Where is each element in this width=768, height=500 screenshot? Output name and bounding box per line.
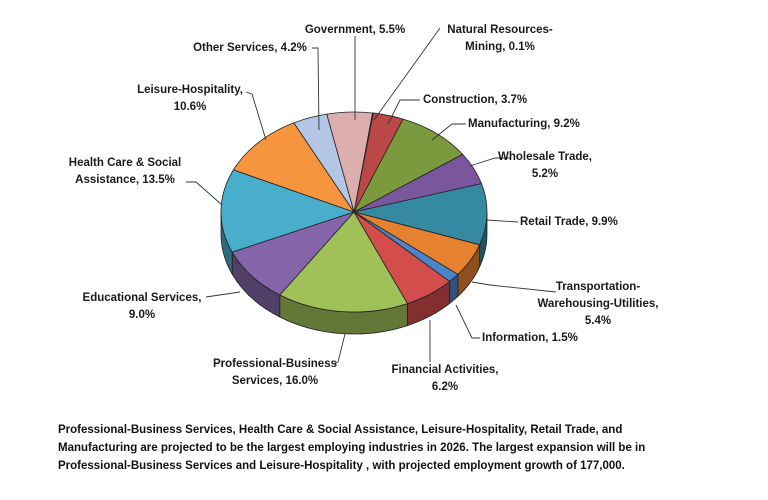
slice-label-line: Information, 1.5%	[482, 332, 578, 344]
slice-label-line: Manufacturing, 9.2%	[468, 118, 580, 130]
leader-line	[186, 181, 223, 206]
leader-line	[471, 281, 557, 293]
leader-line	[486, 219, 519, 223]
slice-label: Professional-Business Services, 16.0%	[213, 356, 337, 390]
slice-label-line: Natural Resources-	[447, 24, 553, 36]
slice-label: Leisure-Hospitality, 10.6%	[137, 82, 243, 116]
leader-line	[333, 333, 346, 365]
slice-label: Financial Activities, 6.2%	[392, 362, 499, 396]
slice-label-line: 9.0%	[128, 309, 156, 321]
slice-label-line: Other Services, 4.2%	[193, 42, 307, 54]
leader-line	[373, 27, 441, 121]
slice-label: Information, 1.5%	[482, 330, 578, 347]
leader-line	[312, 47, 320, 131]
slice	[326, 111, 373, 213]
slice-label-line: 10.6%	[173, 101, 207, 113]
slice-label-line: Services, 16.0%	[231, 375, 319, 387]
slice-label: Other Services, 4.2%	[193, 40, 307, 57]
slice	[279, 211, 409, 313]
slice	[232, 122, 356, 213]
slice-label-line: Educational Services,	[82, 292, 202, 304]
slice-label-line: Transportation-	[555, 281, 641, 293]
slice-label-line: Government, 5.5%	[304, 24, 406, 36]
slice-label-line: Leisure-Hospitality,	[137, 84, 243, 96]
caption-line: Professional-Business Services, Health C…	[58, 424, 623, 436]
slice-label: Health Care & Social Assistance, 13.5%	[69, 155, 181, 189]
slice-label-line: Wholesale Trade,	[498, 151, 592, 163]
slice-label: Manufacturing, 9.2%	[468, 116, 580, 133]
slice-label-line: Professional-Business	[213, 358, 337, 370]
slice-label: Retail Trade, 9.9%	[520, 214, 618, 231]
slice-label-line: 5.4%	[584, 315, 612, 327]
leader-line	[455, 304, 480, 339]
slice	[220, 169, 356, 253]
slice-label: Transportation- Warehousing-Utilities, 5.4…	[538, 279, 659, 330]
slice-label: Educational Services, 9.0%	[83, 290, 202, 324]
slice-label-line: Warehousing-Utilities,	[537, 298, 659, 310]
slice-label-line: 5.2%	[531, 168, 559, 180]
slice-label: Government, 5.5%	[305, 22, 405, 39]
slice-label-line: Construction, 3.7%	[423, 94, 528, 106]
slice-label-line: Health Care & Social	[68, 157, 182, 169]
slice-label: Wholesale Trade, 5.2%	[498, 149, 592, 183]
leader-line	[245, 91, 267, 141]
slice-label-line: Mining, 0.1%	[465, 41, 535, 53]
leader-line	[431, 123, 466, 141]
slice-label-line: Financial Activities,	[391, 364, 499, 376]
caption-line: Professional-Business Services and Leisu…	[58, 460, 625, 472]
leader-line	[469, 157, 510, 167]
slice-label-line: Retail Trade, 9.9%	[520, 216, 618, 228]
caption-line: Manufacturing are projected to be the la…	[58, 442, 646, 454]
slice-label: Construction, 3.7%	[423, 92, 527, 109]
slice-label-line: Assistance, 13.5%	[75, 174, 175, 186]
slice	[353, 183, 488, 246]
leader-line	[205, 291, 241, 298]
slice-label: Natural Resources- Mining, 0.1%	[447, 22, 552, 56]
slice-label-line: 6.2%	[431, 381, 459, 393]
leader-line	[387, 99, 420, 125]
chart-caption: Professional-Business Services, Health C…	[58, 421, 748, 475]
